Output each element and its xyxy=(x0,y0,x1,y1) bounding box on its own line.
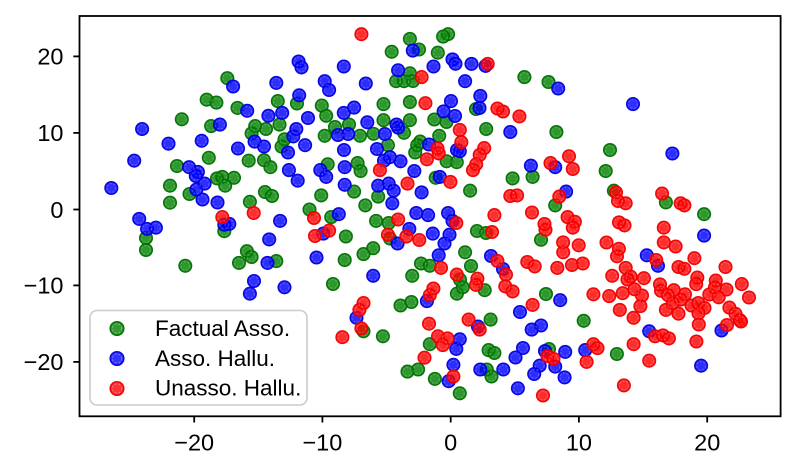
svg-text:10: 10 xyxy=(37,120,63,146)
svg-text:Factual Asso.: Factual Asso. xyxy=(155,316,290,341)
svg-text:0: 0 xyxy=(444,430,457,456)
svg-text:Asso. Hallu.: Asso. Hallu. xyxy=(155,346,275,371)
svg-text:Unasso. Hallu.: Unasso. Hallu. xyxy=(155,376,301,401)
svg-text:−20: −20 xyxy=(24,349,64,375)
svg-text:10: 10 xyxy=(566,430,592,456)
svg-text:20: 20 xyxy=(694,430,720,456)
svg-text:−20: −20 xyxy=(174,430,214,456)
svg-text:20: 20 xyxy=(37,44,63,70)
svg-text:−10: −10 xyxy=(24,273,64,299)
svg-text:−10: −10 xyxy=(302,430,342,456)
svg-text:0: 0 xyxy=(50,197,63,223)
